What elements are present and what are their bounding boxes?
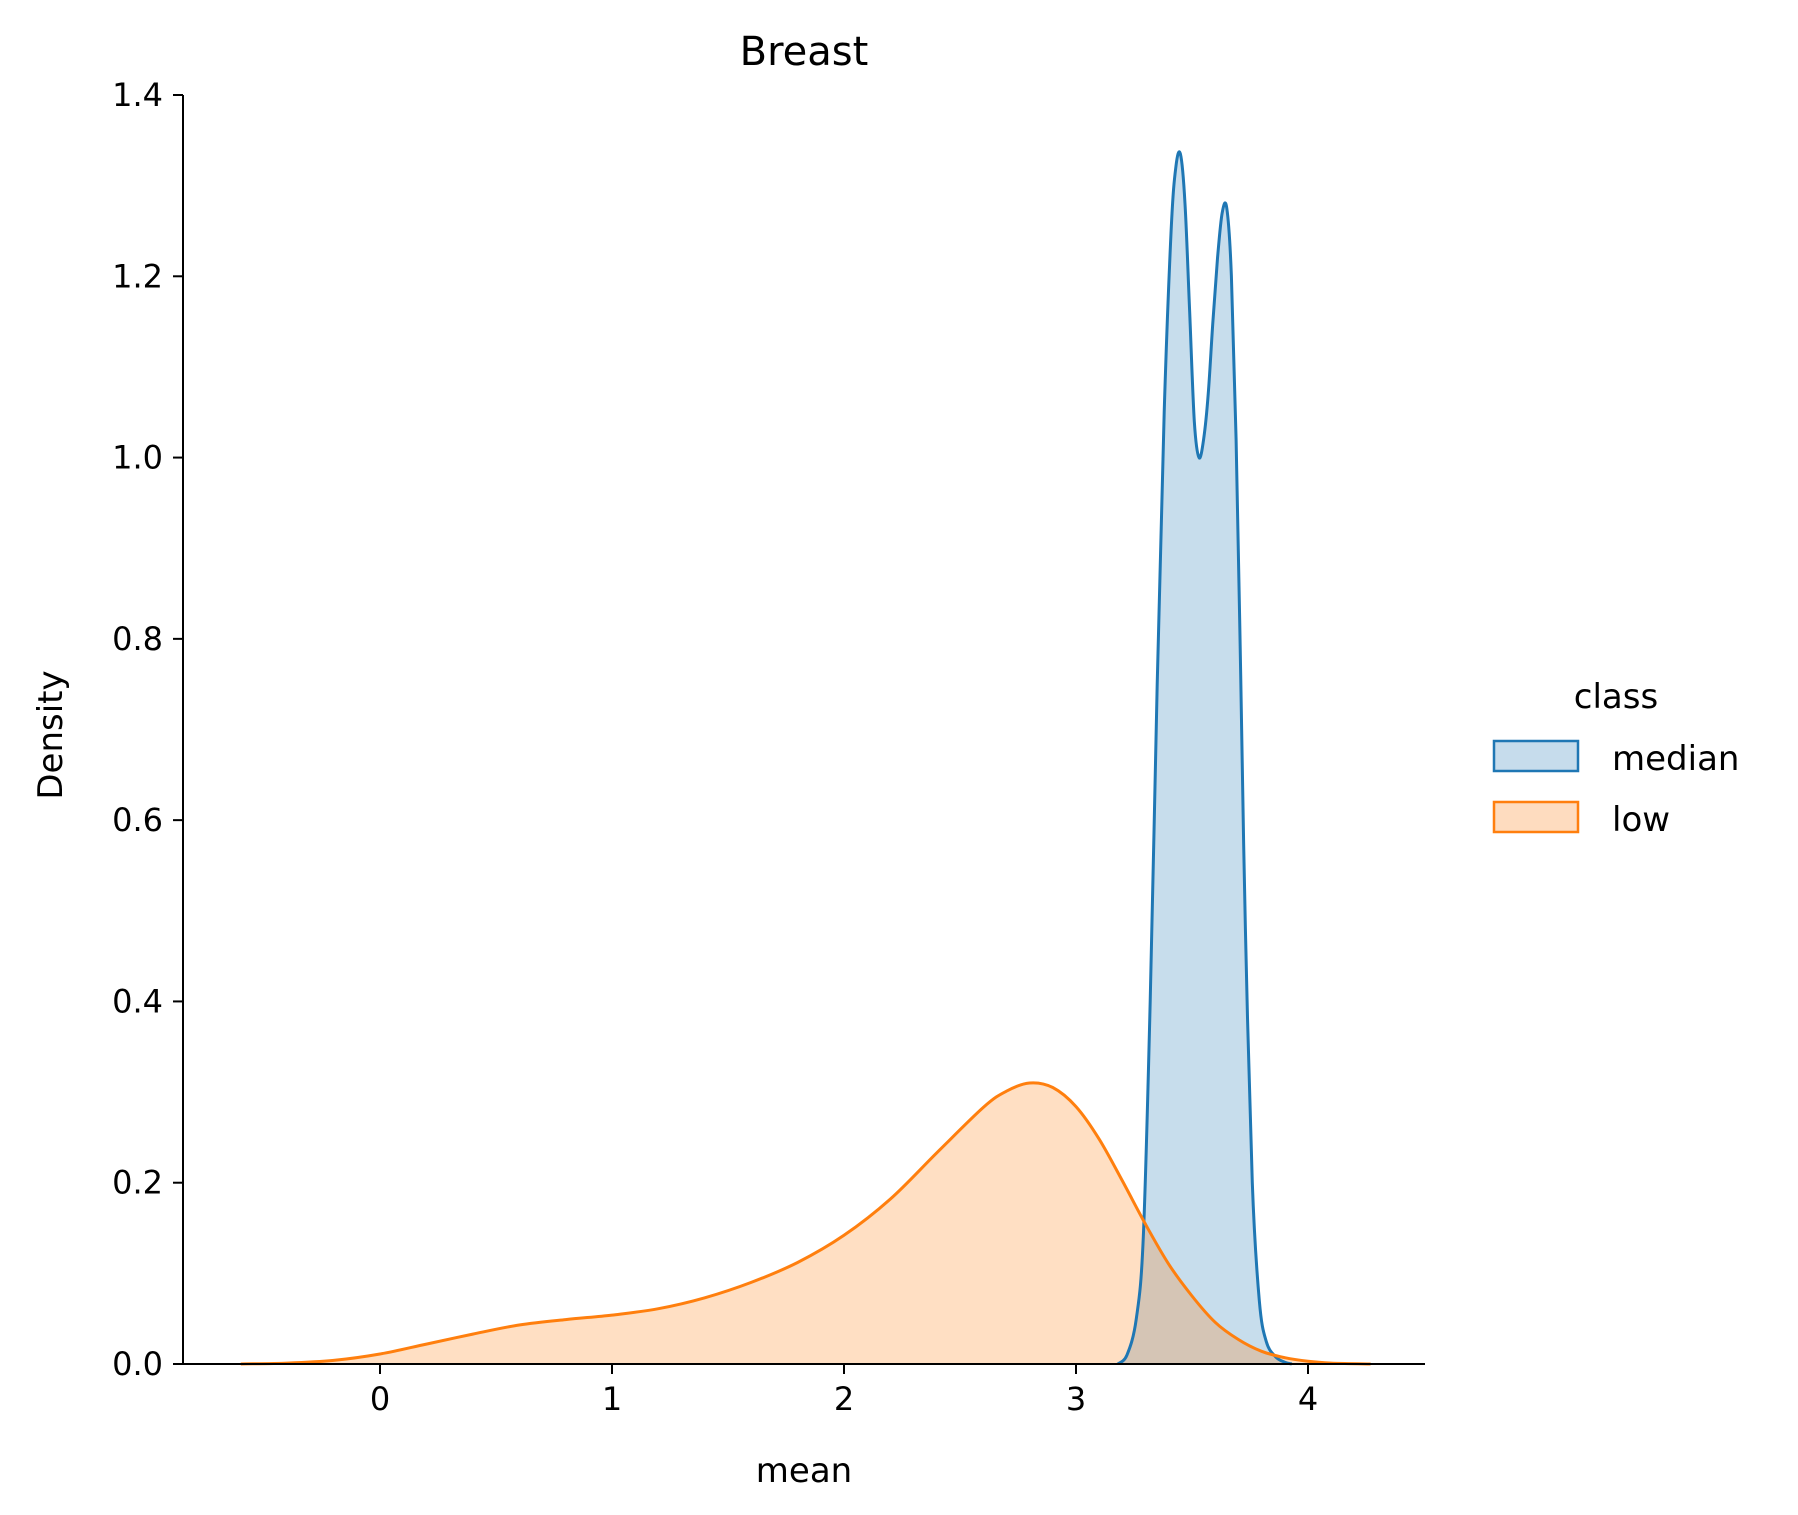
legend-swatch-low [1492,800,1580,834]
density-line-median [1116,150,1293,1366]
chart-title: Breast [740,29,869,75]
y-tick-label: 0.2 [112,1164,163,1202]
x-tick-label: 3 [1066,1380,1086,1418]
y-tick-label: 0.6 [112,801,163,839]
y-axis-title: Density [31,670,71,799]
legend-title: class [1574,677,1658,717]
y-ticks: 0.0 0.2 0.4 0.6 0.8 1.0 1.2 1.4 [112,76,183,1383]
x-ticks: 0 1 2 3 4 [370,1364,1318,1418]
y-tick-label: 1.2 [112,257,163,295]
x-tick-label: 0 [370,1380,390,1418]
y-tick-label: 0.0 [112,1345,163,1383]
y-tick-label: 0.4 [112,982,163,1020]
x-axis-title: mean [756,1451,852,1491]
legend: class median low [1492,677,1739,840]
y-tick-label: 0.8 [112,620,163,658]
y-tick-label: 1.0 [112,439,163,477]
y-tick-label: 1.4 [112,76,163,114]
legend-label-median: median [1612,739,1739,779]
legend-swatch-median [1492,739,1580,773]
series-lines [240,150,1371,1366]
area-fill-low [240,1082,1371,1364]
legend-label-low: low [1612,800,1670,840]
x-tick-label: 2 [834,1380,854,1418]
x-tick-label: 4 [1298,1380,1318,1418]
x-tick-label: 1 [602,1380,622,1418]
density-line-low [240,1081,1371,1366]
series-fills [240,151,1371,1364]
